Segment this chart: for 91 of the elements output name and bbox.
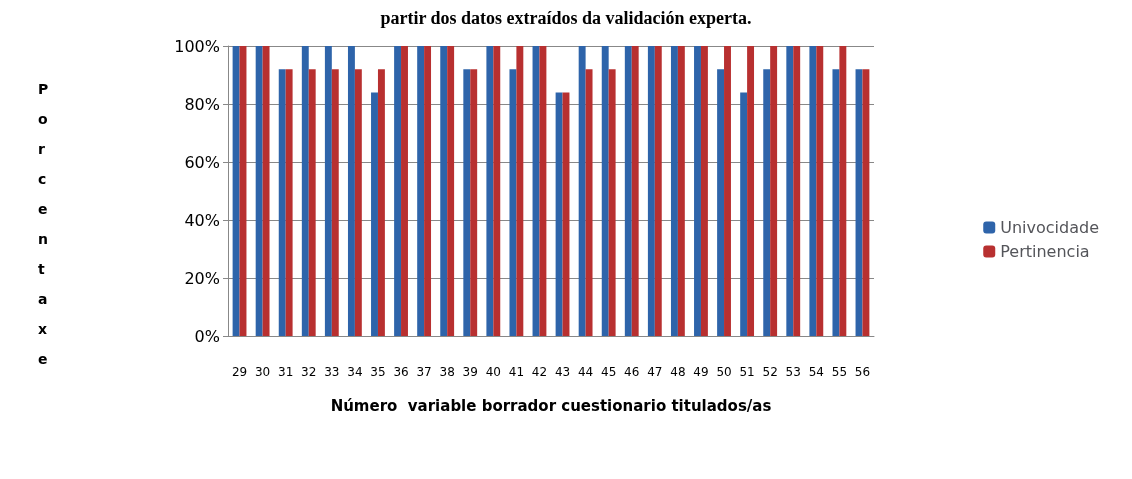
bar bbox=[509, 69, 517, 336]
bar bbox=[740, 92, 748, 336]
bar bbox=[262, 46, 270, 336]
x-tick-label: 55 bbox=[831, 365, 848, 379]
bar bbox=[331, 69, 339, 336]
bar bbox=[793, 46, 801, 336]
bar bbox=[585, 69, 593, 336]
bar bbox=[470, 69, 478, 336]
x-tick-label: 32 bbox=[301, 365, 317, 379]
bar bbox=[624, 46, 632, 336]
bar bbox=[447, 46, 455, 336]
bar bbox=[578, 46, 586, 336]
bar bbox=[347, 46, 355, 336]
bar bbox=[424, 46, 432, 336]
chart-title: partir dos datos extraídos da validación experta. bbox=[380, 8, 752, 28]
bar bbox=[324, 46, 332, 336]
x-tick-label: 41 bbox=[508, 365, 525, 379]
bar bbox=[647, 46, 655, 336]
bar bbox=[354, 69, 362, 336]
bar bbox=[601, 46, 609, 336]
bar bbox=[401, 46, 408, 336]
x-tick-label: 52 bbox=[762, 365, 778, 379]
y-tick-label: 0% bbox=[194, 326, 220, 346]
text: Porcentaxe bbox=[38, 81, 49, 367]
x-tick-label: 34 bbox=[347, 365, 363, 379]
bar bbox=[763, 69, 771, 336]
x-tick-label: 47 bbox=[647, 365, 663, 379]
x-tick-label: 38 bbox=[439, 365, 455, 379]
bar bbox=[862, 69, 870, 336]
bar bbox=[301, 46, 309, 336]
x-tick-label: 54 bbox=[808, 365, 824, 379]
x-tick-label: 40 bbox=[485, 365, 501, 379]
x-tick-label: 31 bbox=[278, 365, 294, 379]
bar bbox=[832, 69, 840, 336]
bar bbox=[770, 46, 778, 336]
y-tick-label: 80% bbox=[184, 94, 220, 114]
x-tick-label: 48 bbox=[670, 365, 686, 379]
bar bbox=[717, 69, 725, 336]
bar bbox=[308, 69, 316, 336]
x-tick-label: 50 bbox=[716, 365, 732, 379]
bar bbox=[631, 46, 639, 336]
x-tick-label: 44 bbox=[577, 365, 594, 379]
x-tick-label: 36 bbox=[393, 365, 409, 379]
x-tick-label: 45 bbox=[601, 365, 617, 379]
bar bbox=[486, 46, 494, 336]
bar bbox=[608, 69, 616, 336]
bar bbox=[493, 46, 501, 336]
x-tick-label: 42 bbox=[531, 365, 548, 379]
bar bbox=[654, 46, 662, 336]
bar bbox=[255, 46, 263, 336]
bar bbox=[816, 46, 824, 336]
x-tick-label: 37 bbox=[416, 365, 432, 379]
y-tick-label: 60% bbox=[184, 152, 220, 172]
bar bbox=[747, 46, 755, 336]
x-tick-label: 51 bbox=[739, 365, 755, 379]
x-tick-label: 53 bbox=[785, 365, 801, 379]
bar bbox=[371, 92, 378, 336]
bar bbox=[694, 46, 701, 336]
bar bbox=[394, 46, 402, 336]
y-tick-label: 20% bbox=[184, 268, 220, 288]
bar bbox=[555, 92, 563, 336]
bar bbox=[539, 46, 547, 336]
bar bbox=[670, 46, 678, 336]
bar bbox=[463, 69, 471, 336]
y-tick-label: 100% bbox=[174, 36, 220, 56]
x-tick-label: 49 bbox=[693, 365, 709, 379]
legend-label: Univocidade bbox=[1000, 218, 1100, 237]
bar bbox=[278, 69, 286, 336]
bar bbox=[677, 46, 685, 336]
x-tick-label: 29 bbox=[231, 365, 248, 379]
bar bbox=[285, 69, 293, 336]
bar bbox=[377, 69, 385, 336]
bar bbox=[417, 46, 425, 336]
bar bbox=[786, 46, 794, 336]
x-tick-label: 33 bbox=[324, 365, 340, 379]
x-tick-label: 39 bbox=[462, 365, 478, 379]
bar bbox=[839, 46, 847, 336]
bar bbox=[440, 46, 448, 336]
x-tick-label: 30 bbox=[254, 365, 271, 379]
x-tick-label: 43 bbox=[554, 365, 571, 379]
x-tick-label: 46 bbox=[624, 365, 640, 379]
y-tick-label: 40% bbox=[184, 210, 220, 230]
legend-label: Pertinencia bbox=[1000, 242, 1090, 261]
x-tick-label: 35 bbox=[370, 365, 386, 379]
bar bbox=[724, 46, 731, 336]
x-axis-title: Número variable borrador cuestionario titulados/as bbox=[330, 396, 772, 415]
x-tick-label: 56 bbox=[854, 365, 871, 379]
bar bbox=[809, 46, 817, 336]
bar bbox=[516, 46, 524, 336]
bar bbox=[232, 46, 240, 336]
bar bbox=[700, 46, 708, 336]
